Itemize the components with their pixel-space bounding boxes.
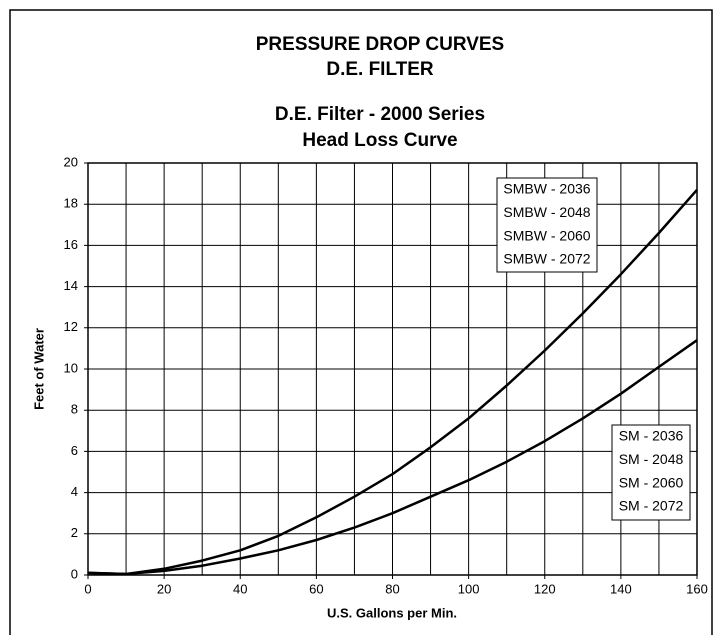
series-line [87,188,698,576]
x-tick-label: 100 [458,581,480,596]
y-tick-label: 4 [71,484,78,499]
y-tick-label: 8 [71,402,78,417]
y-tick-label: 2 [71,525,78,540]
series-label: SMBW - 2048 [503,204,590,220]
series-label: SMBW - 2036 [503,181,590,197]
y-tick-label: 20 [64,154,78,169]
x-tick-label: 20 [157,581,171,596]
chart-subtitle: Head Loss Curve [302,130,457,151]
plot-border [87,162,698,576]
x-tick-label: 60 [309,581,323,596]
series-label: SMBW - 2060 [503,227,590,243]
y-tick-label: 18 [64,196,78,211]
y-tick-label: 6 [71,443,78,458]
series-label: SM - 2072 [619,498,684,514]
x-tick-label: 40 [233,581,247,596]
series-label: SMBW - 2072 [503,251,590,267]
series-label: SM - 2048 [619,451,684,467]
y-tick-label: 16 [64,237,78,252]
series-line [87,339,698,576]
label-box [611,424,691,521]
label-box [496,177,598,273]
y-tick-label: 12 [64,319,78,334]
x-tick-label: 0 [84,581,91,596]
series-label: SM - 2060 [619,474,684,490]
y-axis-label: Feet of Water [31,328,46,410]
y-tick-label: 14 [64,278,78,293]
frame [9,9,713,635]
x-axis-label: U.S. Gallons per Min. [327,605,457,620]
x-tick-label: 140 [610,581,632,596]
series-label: SM - 2036 [619,428,684,444]
chart-title: D.E. FILTER [326,59,434,80]
x-tick-label: 80 [385,581,399,596]
x-tick-label: 120 [534,581,556,596]
x-tick-label: 160 [686,581,708,596]
chart-subtitle: D.E. Filter - 2000 Series [275,104,485,125]
y-tick-label: 10 [64,360,78,375]
y-tick-label: 0 [71,566,78,581]
chart-title: PRESSURE DROP CURVES [256,34,504,55]
